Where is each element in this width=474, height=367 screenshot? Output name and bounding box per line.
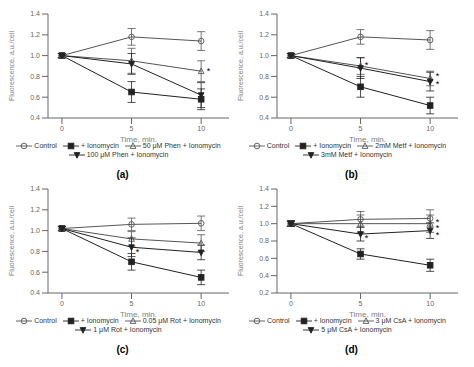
svg-text:Fluorescence, a.u./cell: Fluorescence, a.u./cell [237,31,244,101]
svg-text:Fluorescence, a.u./cell: Fluorescence, a.u./cell [8,31,15,101]
html-text:100 μM Phen + Ionomycin: 100 μM Phen + Ionomycin [86,151,169,158]
html-text:50 μM Phen + Ionomycin: 50 μM Phen + Ionomycin [142,142,221,149]
svg-text:0.4: 0.4 [259,114,269,121]
svg-text:*: * [365,233,369,243]
html-text:+ Ionomycin: + Ionomycin [80,142,119,149]
html-text:3 μM CsA + Ionomycin: 3 μM CsA + Ionomycin [375,317,446,324]
svg-text:1.4: 1.4 [30,10,40,17]
svg-text:1.2: 1.2 [259,31,269,38]
svg-text:1.4: 1.4 [259,10,269,17]
svg-text:1.0: 1.0 [259,220,269,227]
svg-text:0.8: 0.8 [259,237,269,244]
svg-text:Time, min.: Time, min. [349,310,386,319]
svg-text:0.8: 0.8 [259,73,269,80]
html-text:(a): (a) [116,169,129,180]
svg-text:*: * [436,79,440,89]
html-text:1 μM Rot + Ionomycin: 1 μM Rot + Ionomycin [93,326,162,333]
svg-text:10: 10 [197,125,205,132]
html-text:5 μM CsA + Ionomycin: 5 μM CsA + Ionomycin [321,326,392,333]
svg-text:*: * [136,247,140,257]
svg-text:0: 0 [60,300,64,307]
svg-text:0: 0 [289,300,293,307]
svg-text:Time, min.: Time, min. [349,135,386,144]
html-text:Control: Control [34,317,57,324]
svg-text:1.0: 1.0 [30,227,40,234]
html-text:(c): (c) [116,344,129,355]
svg-text:1.4: 1.4 [30,185,40,192]
svg-text:5: 5 [359,300,363,307]
html-text:Control: Control [266,142,290,149]
svg-text:*: * [365,60,369,70]
svg-text:10: 10 [197,300,205,307]
html-text:Control: Control [267,317,290,324]
svg-text:5: 5 [359,125,363,132]
svg-text:5: 5 [130,125,134,132]
svg-text:1.0: 1.0 [259,52,269,59]
svg-text:Fluorescence, a.u./cell: Fluorescence, a.u./cell [8,206,15,276]
svg-text:0: 0 [289,125,293,132]
svg-text:1.0: 1.0 [30,52,40,59]
svg-text:0.8: 0.8 [30,248,40,255]
svg-text:0.4: 0.4 [259,272,269,279]
svg-text:1.2: 1.2 [259,203,269,210]
svg-text:0.8: 0.8 [30,73,40,80]
svg-text:1.2: 1.2 [30,206,40,213]
svg-text:0.4: 0.4 [30,289,40,296]
svg-text:*: * [207,66,211,76]
svg-text:0.6: 0.6 [259,255,269,262]
html-text:3mM Metf + Ionomycin: 3mM Metf + Ionomycin [321,151,392,158]
svg-text:1.2: 1.2 [30,31,40,38]
svg-text:10: 10 [426,300,434,307]
svg-text:Time, min.: Time, min. [120,135,157,144]
html-text:+ Ionomycin: + Ionomycin [313,317,352,324]
svg-text:5: 5 [130,300,134,307]
svg-text:0.6: 0.6 [30,94,40,101]
html-text:Control: Control [34,142,57,149]
svg-text:0.2: 0.2 [259,289,269,296]
svg-text:*: * [436,230,440,240]
svg-text:0.6: 0.6 [30,269,40,276]
svg-text:10: 10 [426,125,434,132]
html-text:(b): (b) [345,169,358,180]
html-text:0.05 μM Rot + Ionomycin: 0.05 μM Rot + Ionomycin [142,317,221,324]
html-text:2mM Metf + Ionomycin: 2mM Metf + Ionomycin [375,142,447,149]
svg-text:Fluorescence, a.u./cell: Fluorescence, a.u./cell [237,206,244,276]
svg-text:Time, min.: Time, min. [120,310,157,319]
html-text:(d): (d) [345,344,358,355]
svg-text:0.6: 0.6 [259,94,269,101]
svg-text:0.4: 0.4 [30,114,40,121]
svg-text:0: 0 [60,125,64,132]
html-text:+ Ionomycin: + Ionomycin [80,317,119,324]
svg-text:1.4: 1.4 [259,185,269,192]
html-text:+ Ionomycin: + Ionomycin [313,142,352,149]
